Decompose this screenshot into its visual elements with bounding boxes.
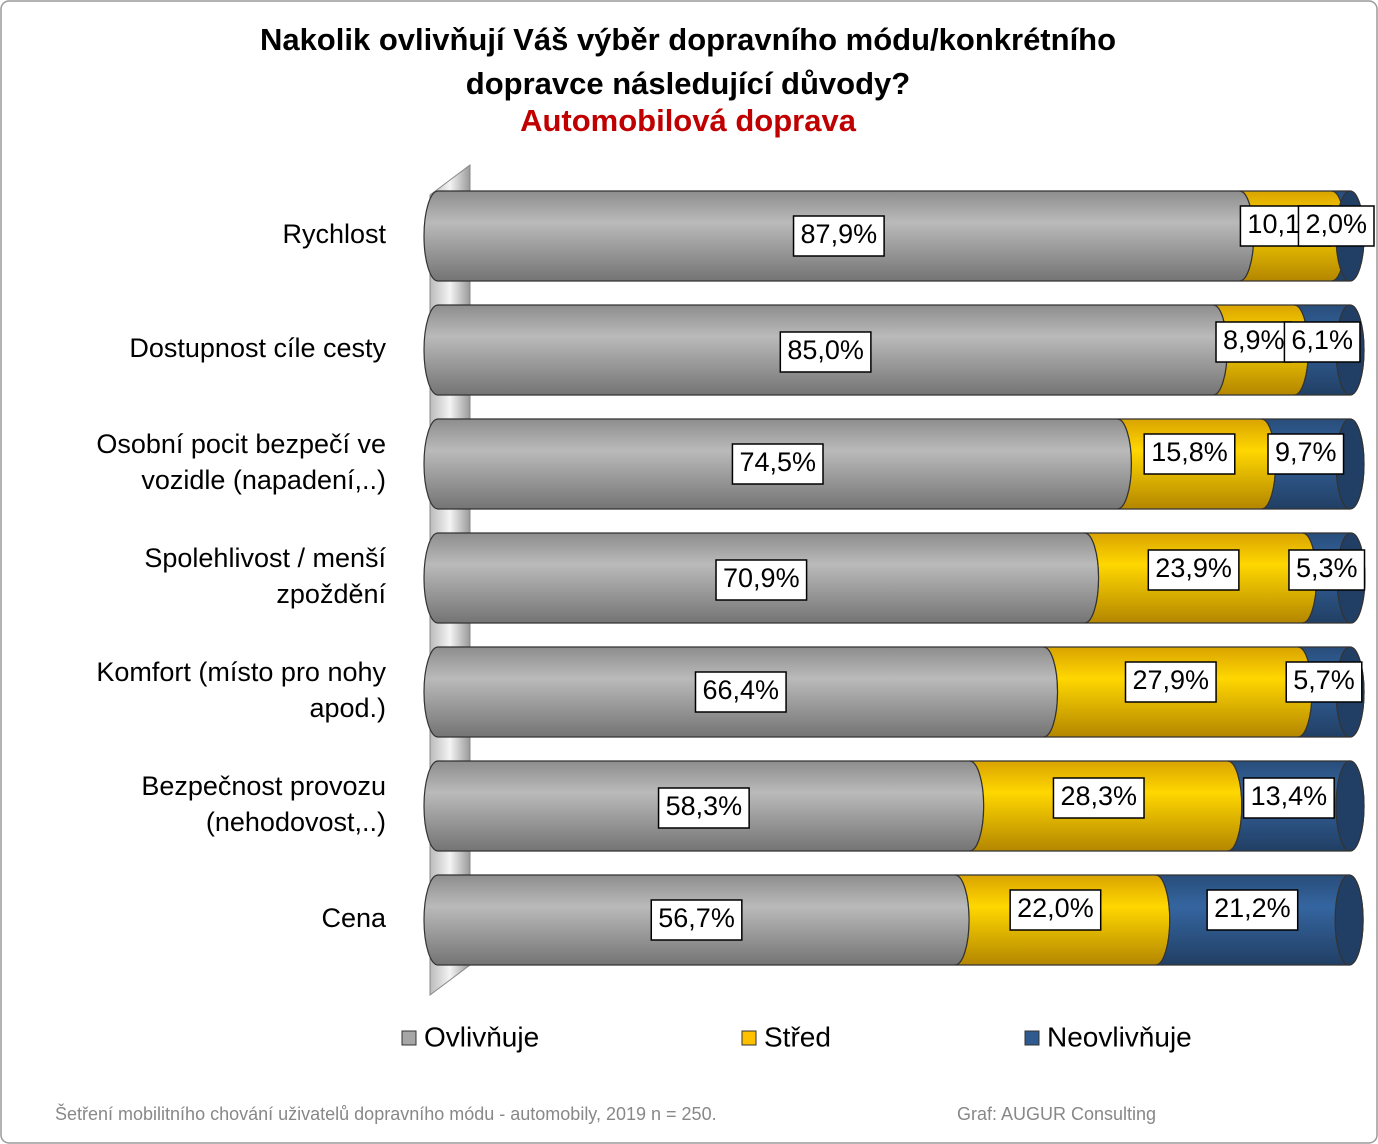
data-label-box (1052, 777, 1145, 819)
bar-cap (1335, 760, 1365, 852)
data-label-group: 66,4% (694, 671, 787, 713)
data-label: 85,0% (787, 335, 864, 365)
data-label-group: 13,4% (1242, 777, 1335, 819)
data-label-box (1242, 777, 1335, 819)
data-label-box (694, 671, 787, 713)
data-label: 23,9% (1155, 553, 1232, 583)
data-label: 22,0% (1017, 893, 1094, 923)
data-label: 6,1% (1291, 325, 1353, 355)
data-label: 8,9% (1223, 325, 1285, 355)
data-label: 70,9% (723, 563, 800, 593)
category-label: Spolehlivost / menší zpoždění (144, 543, 386, 609)
data-label: 56,7% (658, 903, 735, 933)
category-label: Cena (321, 903, 387, 933)
category-label: Dostupnost cíle cesty (129, 333, 386, 363)
legend-label: Střed (764, 1021, 831, 1052)
data-label-box (1143, 433, 1236, 475)
data-label-group: 70,9% (715, 559, 808, 601)
data-label: 87,9% (801, 219, 878, 249)
data-label: 2,0% (1305, 209, 1367, 239)
category-label: Osobní pocit bezpečí ve vozidle (napadení… (96, 429, 386, 495)
legend-swatch (401, 1030, 417, 1046)
data-label-box (1297, 205, 1375, 247)
data-label-group: 22,0% (1009, 889, 1102, 931)
data-label: 58,3% (666, 791, 743, 821)
data-label-group: 2,0% (1297, 205, 1375, 247)
data-label-box (1124, 661, 1217, 703)
source-note: Šetření mobilitního chování uživatelů do… (55, 1103, 717, 1124)
data-label-box (715, 559, 808, 601)
data-label: 74,5% (739, 447, 816, 477)
data-label-box (1283, 321, 1361, 363)
data-label-box (1267, 433, 1345, 475)
category-label: Bezpečnost provozu (nehodovost,..) (141, 771, 386, 837)
data-label-group: 87,9% (792, 215, 885, 257)
chart-subtitle: Automobilová doprava (520, 103, 857, 138)
data-label-group: 58,3% (657, 787, 750, 829)
data-label: 27,9% (1133, 665, 1210, 695)
data-label: 15,8% (1151, 437, 1228, 467)
data-label-box (1009, 889, 1102, 931)
legend-swatch (1024, 1030, 1040, 1046)
data-label-group: 9,7% (1267, 433, 1345, 475)
data-label-group: 27,9% (1124, 661, 1217, 703)
data-label-group: 15,8% (1143, 433, 1236, 475)
data-label-group: 23,9% (1147, 549, 1240, 591)
bar-cap (1334, 874, 1364, 966)
data-label: 13,4% (1251, 781, 1328, 811)
legend-label: Ovlivňuje (424, 1021, 539, 1052)
data-label-box (1288, 549, 1366, 591)
legend-label: Neovlivňuje (1047, 1021, 1192, 1052)
data-label: 28,3% (1060, 781, 1137, 811)
legend-swatch (741, 1030, 757, 1046)
data-label-box (650, 899, 743, 941)
data-label: 9,7% (1275, 437, 1337, 467)
data-label: 5,7% (1293, 665, 1355, 695)
data-label-group: 6,1% (1283, 321, 1361, 363)
data-label-box (1147, 549, 1240, 591)
category-label: Komfort (místo pro nohy apod.) (96, 657, 386, 723)
data-label-box (792, 215, 885, 257)
data-label-group: 56,7% (650, 899, 743, 941)
credit-note: Graf: AUGUR Consulting (957, 1104, 1156, 1124)
data-label-group: 28,3% (1052, 777, 1145, 819)
data-label-group: 5,3% (1288, 549, 1366, 591)
chart-title: Nakolik ovlivňují Váš výběr dopravního m… (260, 22, 1116, 101)
data-label-box (1206, 889, 1299, 931)
data-label-group: 85,0% (779, 331, 872, 373)
data-label-box (1215, 321, 1293, 363)
data-label: 5,3% (1296, 553, 1358, 583)
data-label-box (657, 787, 750, 829)
data-label-box (731, 443, 824, 485)
data-label-box (779, 331, 872, 373)
data-label-box (1285, 661, 1363, 703)
data-label-group: 21,2% (1206, 889, 1299, 931)
category-label: Rychlost (282, 219, 386, 249)
data-label-group: 74,5% (731, 443, 824, 485)
data-label: 66,4% (703, 675, 780, 705)
data-label: 21,2% (1214, 893, 1291, 923)
data-label-group: 8,9% (1215, 321, 1293, 363)
data-label-group: 5,7% (1285, 661, 1363, 703)
